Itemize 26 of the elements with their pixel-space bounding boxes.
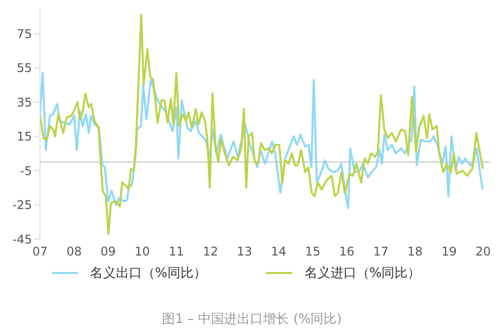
line-series (40, 14, 484, 235)
y-tick-label: 75 (16, 26, 32, 41)
x-tick-label: 14 (270, 244, 286, 259)
y-tick-label: 55 (16, 61, 32, 76)
y-tick-label: -5 (20, 164, 32, 178)
x-tick-label: 10 (134, 244, 150, 259)
x-tick-label: 13 (236, 244, 252, 259)
x-tick-label: 17 (373, 244, 389, 259)
legend-label: 名义出口（%同比） (90, 265, 206, 282)
x-tick-label: 11 (168, 244, 184, 259)
x-tick-label: 07 (32, 244, 48, 259)
x-tick-label: 12 (202, 244, 218, 259)
y-tick-label: 35 (16, 95, 32, 110)
x-tick-label: 18 (407, 244, 423, 259)
text: 图1 – 中国进出口增长 (%同比) (161, 311, 343, 328)
y-tick-label: -25 (12, 198, 32, 212)
x-tick-label: 08 (66, 244, 82, 259)
line-series (40, 72, 484, 210)
x-tick-label: 16 (339, 244, 354, 259)
x-tick-label: 19 (441, 244, 457, 259)
y-tick-label: -45 (12, 232, 32, 246)
x-tick-label: 09 (100, 244, 116, 259)
y-tick-label: 15 (16, 130, 32, 144)
legend-label: 名义进口（%同比） (304, 265, 421, 282)
x-tick-label: 20 (476, 244, 491, 259)
x-tick-label: 15 (305, 244, 320, 259)
